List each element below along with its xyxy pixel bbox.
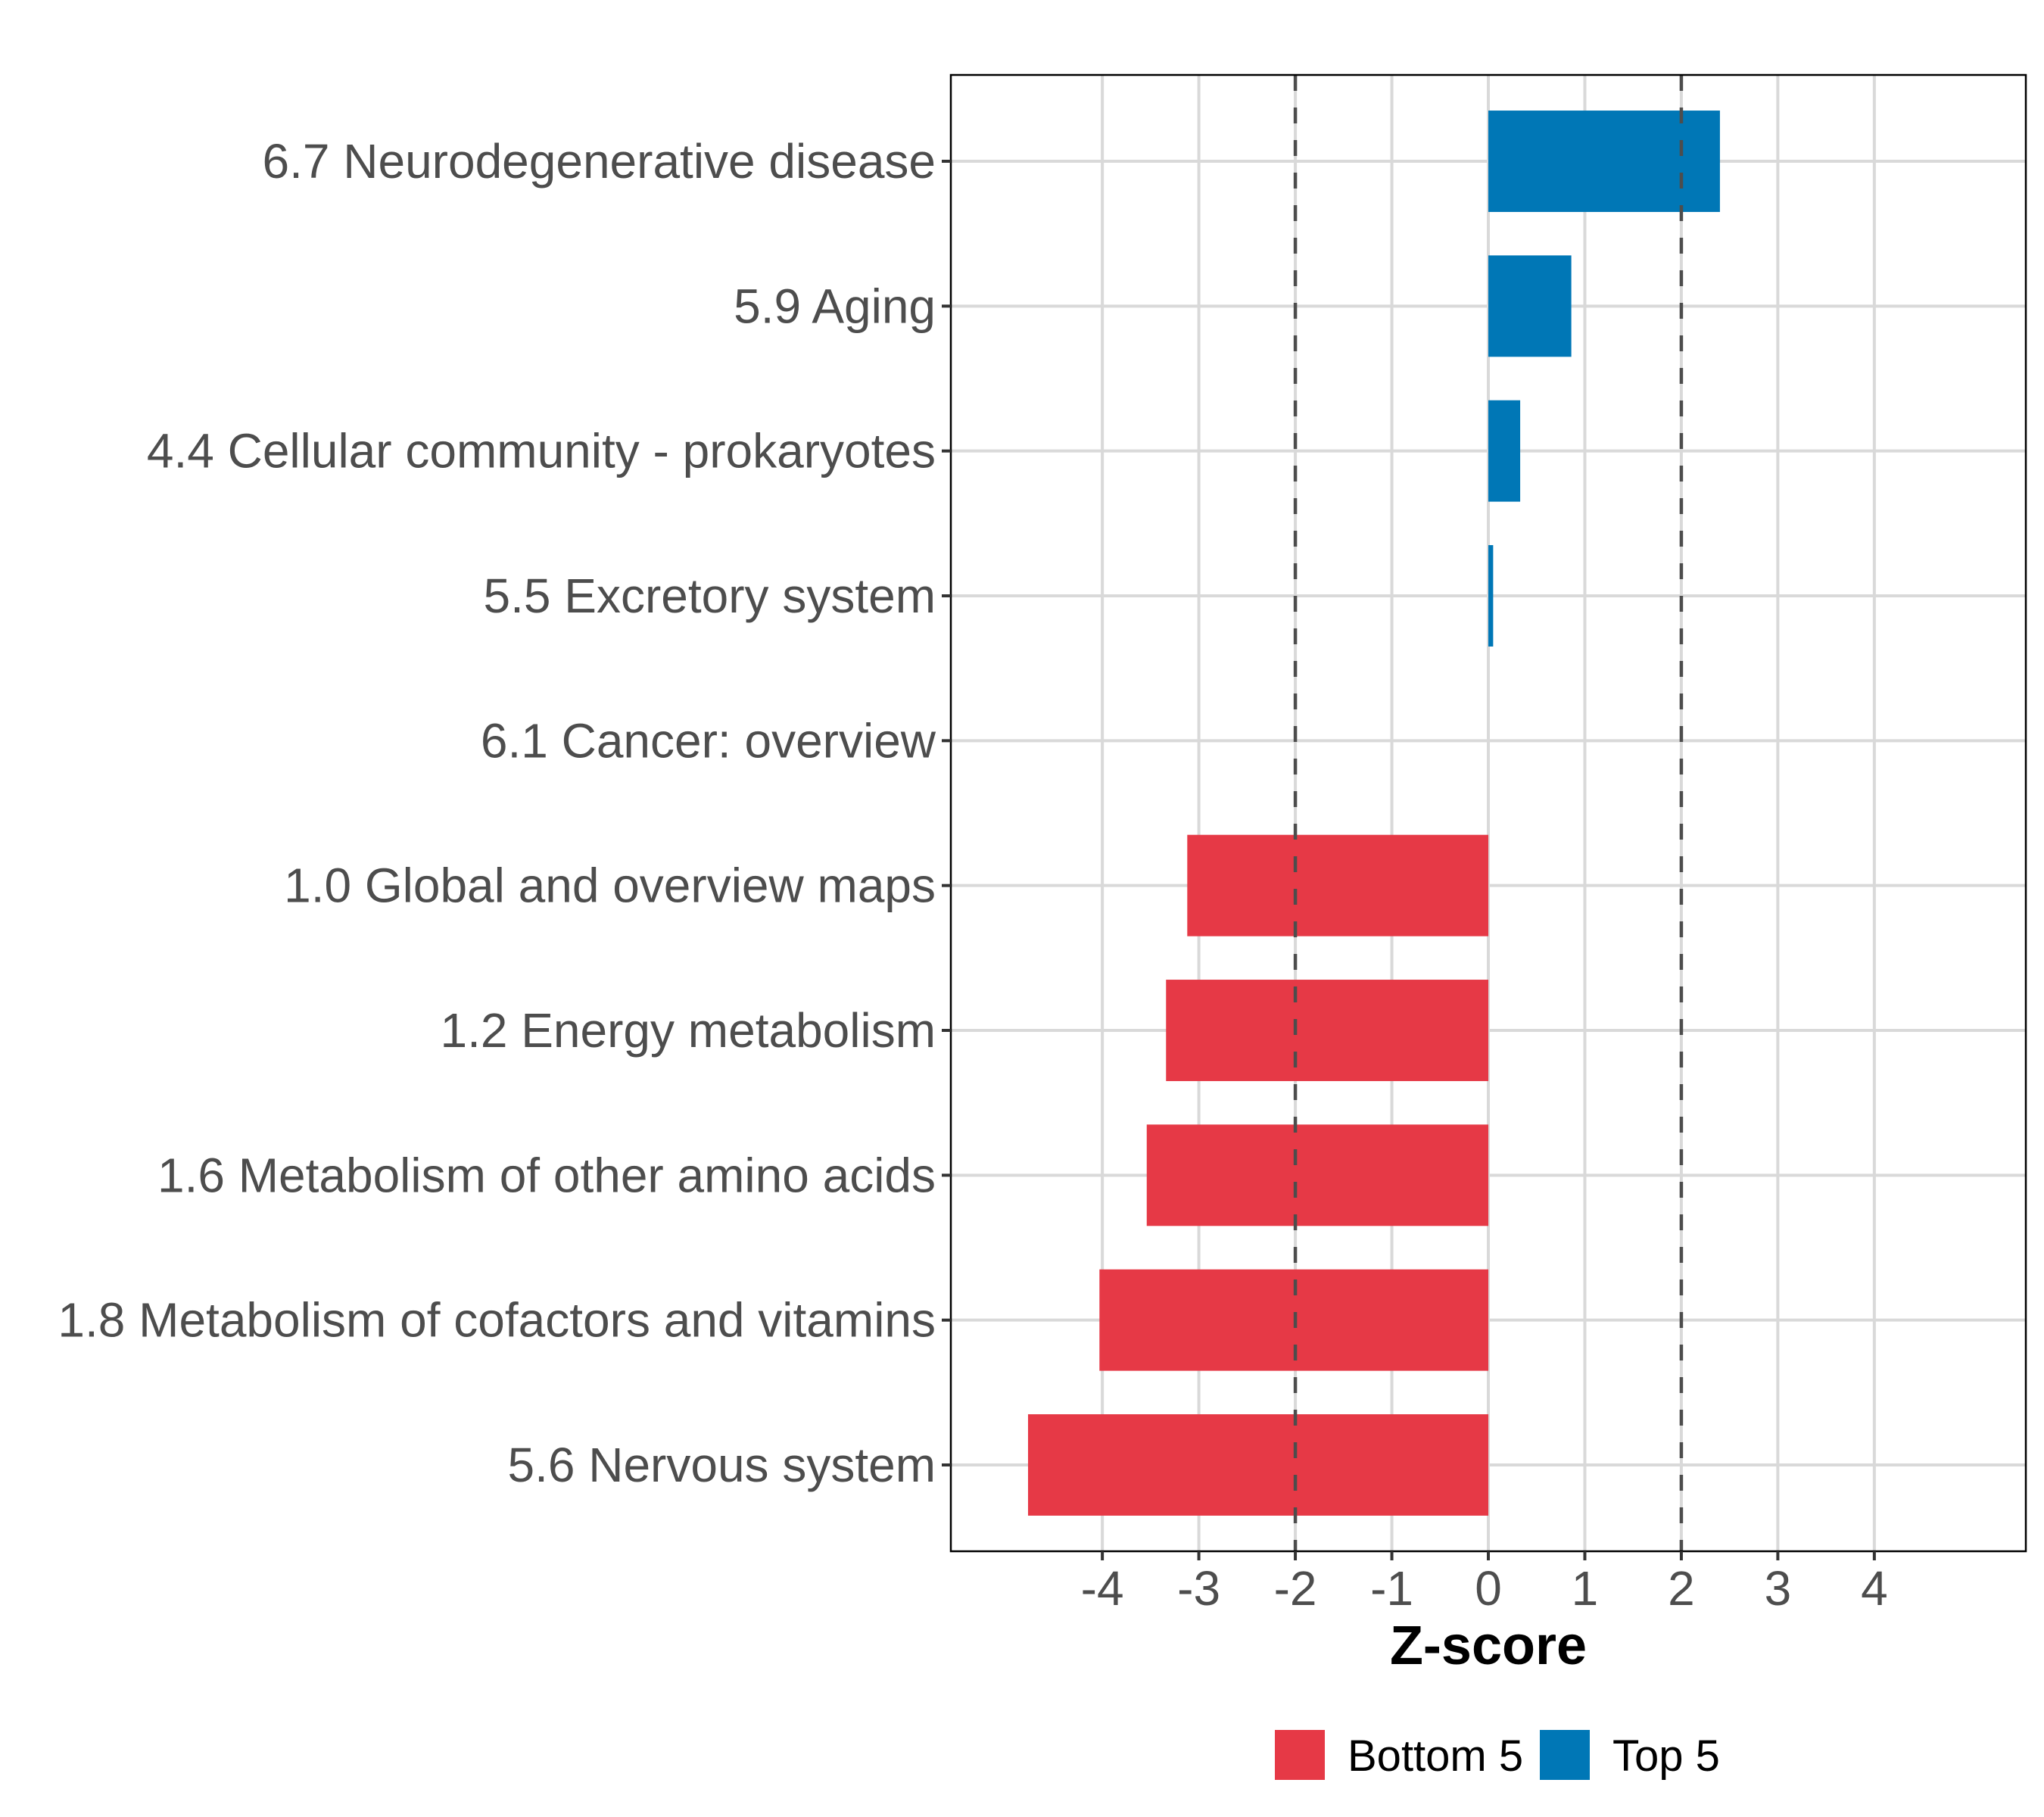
bar [1488,545,1494,647]
x-tick-label: -3 [1177,1561,1220,1616]
x-tick-label: 0 [1475,1561,1502,1616]
y-tick-label: 6.7 Neurodegenerative disease [263,134,936,189]
bars [1027,111,1720,1516]
legend-key [1275,1730,1325,1780]
legend-label: Top 5 [1612,1731,1720,1781]
x-tick-label: -4 [1081,1561,1124,1616]
x-tick-label: 3 [1765,1561,1792,1616]
x-tick-label: -1 [1370,1561,1413,1616]
y-tick-label: 5.9 Aging [734,279,936,333]
x-tick-label: 2 [1668,1561,1695,1616]
x-axis: -4 -3 -2 -1 0 1 2 3 4 [1081,1551,1888,1616]
bar [1187,834,1488,937]
x-axis-title: Z-score [1390,1616,1587,1676]
x-tick-label: -2 [1274,1561,1317,1616]
bar [1166,980,1488,1081]
y-tick-label: 4.4 Cellular community - prokaryotes [147,424,936,478]
bar [1488,400,1521,502]
y-tick-label: 1.0 Global and overview maps [284,859,936,913]
y-tick-label: 6.1 Cancer: overview [481,713,936,768]
x-tick-label: 4 [1861,1561,1888,1616]
y-tick-label: 1.2 Energy metabolism [440,1003,936,1058]
y-tick-label: 1.6 Metabolism of other amino acids [157,1148,936,1202]
bar [1488,111,1720,212]
y-axis: 6.7 Neurodegenerative disease 5.9 Aging 4.… [58,134,951,1492]
y-tick-label: 5.5 Excretory system [484,569,936,623]
bar [1146,1124,1488,1226]
y-tick-label: 5.6 Nervous system [507,1438,936,1492]
legend-label: Bottom 5 [1348,1731,1523,1781]
bar [1488,255,1572,357]
bar [1027,1414,1488,1516]
y-tick-label: 1.8 Metabolism of cofactors and vitamins [58,1293,936,1348]
legend-key [1540,1730,1590,1780]
x-tick-label: 1 [1572,1561,1599,1616]
legend: Bottom 5 Top 5 [1275,1730,1720,1781]
